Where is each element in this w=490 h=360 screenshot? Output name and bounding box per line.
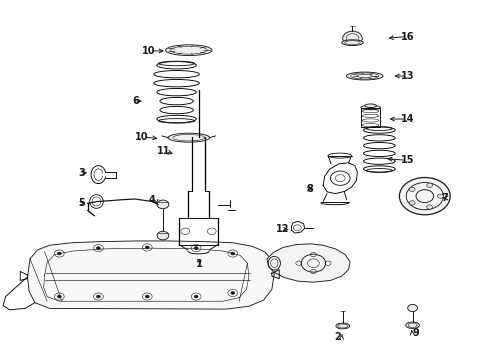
Circle shape: [97, 295, 100, 298]
Ellipse shape: [166, 45, 212, 55]
Ellipse shape: [342, 40, 363, 45]
Circle shape: [343, 31, 362, 45]
Circle shape: [438, 194, 443, 198]
Text: 2: 2: [335, 332, 341, 342]
Circle shape: [57, 295, 61, 298]
Circle shape: [57, 252, 61, 255]
Text: 15: 15: [401, 155, 415, 165]
Text: 8: 8: [307, 184, 314, 194]
Circle shape: [157, 231, 169, 240]
Text: 11: 11: [157, 146, 171, 156]
Text: 10: 10: [135, 132, 149, 142]
Text: 4: 4: [149, 195, 155, 205]
Circle shape: [97, 247, 100, 249]
Ellipse shape: [346, 72, 383, 80]
Ellipse shape: [365, 104, 376, 108]
Text: 1: 1: [196, 259, 202, 269]
Ellipse shape: [406, 322, 419, 328]
Polygon shape: [27, 241, 274, 309]
Circle shape: [146, 295, 149, 298]
Circle shape: [409, 187, 415, 192]
Circle shape: [194, 247, 198, 249]
Text: 10: 10: [142, 46, 155, 56]
Circle shape: [427, 183, 433, 187]
Text: 9: 9: [413, 328, 419, 338]
Circle shape: [399, 177, 450, 215]
Ellipse shape: [168, 133, 210, 142]
Polygon shape: [267, 244, 350, 282]
Text: 13: 13: [401, 71, 415, 81]
Circle shape: [409, 201, 415, 205]
Text: 3: 3: [78, 168, 85, 178]
Text: 7: 7: [441, 193, 448, 203]
Text: 12: 12: [275, 225, 289, 234]
Ellipse shape: [336, 323, 349, 329]
Text: 14: 14: [401, 114, 415, 124]
Text: 16: 16: [401, 32, 415, 41]
Circle shape: [194, 295, 198, 298]
Circle shape: [231, 252, 235, 255]
Circle shape: [427, 205, 433, 209]
Text: 5: 5: [78, 198, 85, 208]
Circle shape: [146, 246, 149, 249]
Circle shape: [408, 305, 417, 312]
Circle shape: [157, 200, 169, 209]
Text: 6: 6: [132, 96, 139, 106]
Circle shape: [231, 292, 235, 294]
